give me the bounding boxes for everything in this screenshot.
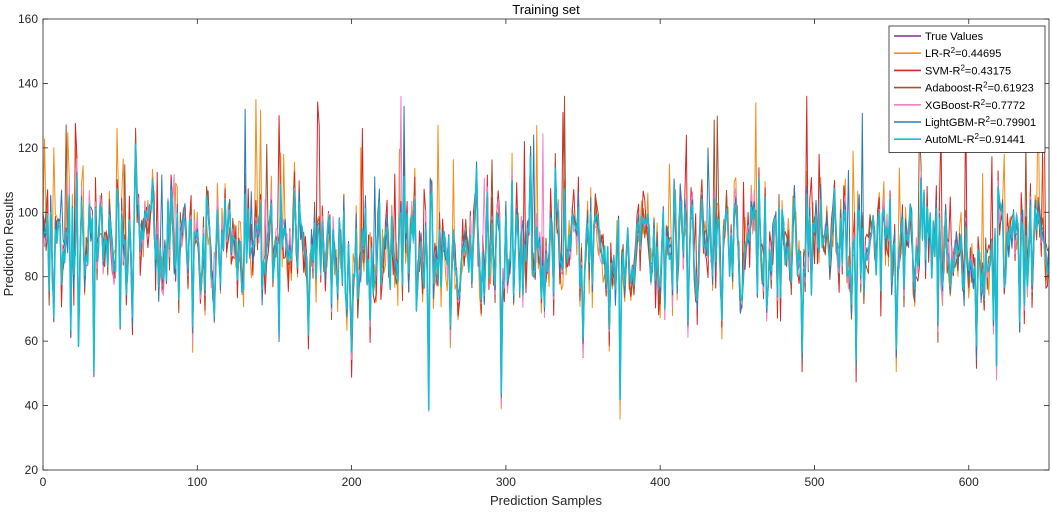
x-tick-label: 100: [187, 475, 207, 489]
y-tick-label: 120: [18, 141, 38, 155]
chart-title: Training set: [512, 2, 580, 17]
plot-frame: [42, 18, 1050, 471]
y-tick-label: 40: [25, 399, 39, 413]
legend-label-value: =0.61923: [988, 83, 1034, 95]
legend-label-main: SVM-R: [925, 65, 961, 77]
y-axis-label: Prediction Results: [1, 191, 16, 296]
legend-entry: SVM-R2=0.43175: [925, 63, 1011, 77]
x-axis-label: Prediction Samples: [490, 493, 602, 508]
legend-label-main: True Values: [925, 31, 984, 43]
legend-label-sup: 2: [975, 132, 980, 141]
legend-label-main: AutoML-R: [925, 134, 975, 146]
legend-label-value: =0.91441: [979, 134, 1025, 146]
legend-label-sup: 2: [983, 81, 988, 90]
legend-label-sup: 2: [981, 98, 986, 107]
legend-label-sup: 2: [951, 46, 956, 55]
y-axis: 20 40 60 80 100 120 140 160: [18, 12, 1049, 477]
legend-entry: LR-R2=0.44695: [925, 46, 1001, 60]
y-tick-label: 160: [18, 12, 38, 26]
legend-label-main: LightGBM-R: [925, 117, 986, 129]
legend-entry: Adaboost-R2=0.61923: [925, 81, 1034, 95]
legend-label-sup: 2: [960, 63, 965, 72]
legend-label-value: =0.7772: [985, 100, 1025, 112]
x-tick-label: 500: [804, 475, 824, 489]
legend-label-sup: 2: [986, 115, 991, 124]
y-tick-label: 20: [25, 463, 39, 477]
series-layer: [42, 95, 1050, 420]
y-tick-label: 140: [18, 76, 38, 90]
y-tick-label: 100: [18, 205, 38, 219]
legend-label-main: XGBoost-R: [925, 100, 981, 112]
legend-entry: LightGBM-R2=0.79901: [925, 115, 1036, 129]
legend-label-value: =0.44695: [955, 48, 1001, 60]
legend-box: [888, 25, 1046, 153]
y-tick-label: 80: [25, 270, 39, 284]
legend-label-main: LR-R: [925, 48, 951, 60]
legend-label-main: Adaboost-R: [925, 83, 983, 95]
legend-entry: True Values: [925, 31, 984, 43]
x-tick-label: 300: [496, 475, 516, 489]
x-tick-label: 600: [959, 475, 979, 489]
legend-entry: AutoML-R2=0.91441: [925, 132, 1025, 146]
x-axis: 0 100 200 300 400 500 600: [40, 19, 979, 489]
x-tick-label: 0: [40, 475, 47, 489]
legend-label-value: =0.43175: [965, 65, 1011, 77]
legend-label-value: =0.79901: [990, 117, 1036, 129]
y-tick-label: 60: [25, 334, 39, 348]
legend: True ValuesLR-R2=0.44695SVM-R2=0.43175Ad…: [888, 25, 1046, 153]
x-tick-label: 400: [650, 475, 670, 489]
legend-entry: XGBoost-R2=0.7772: [925, 98, 1025, 112]
series-line-automl: [42, 143, 1050, 410]
x-tick-label: 200: [342, 475, 362, 489]
